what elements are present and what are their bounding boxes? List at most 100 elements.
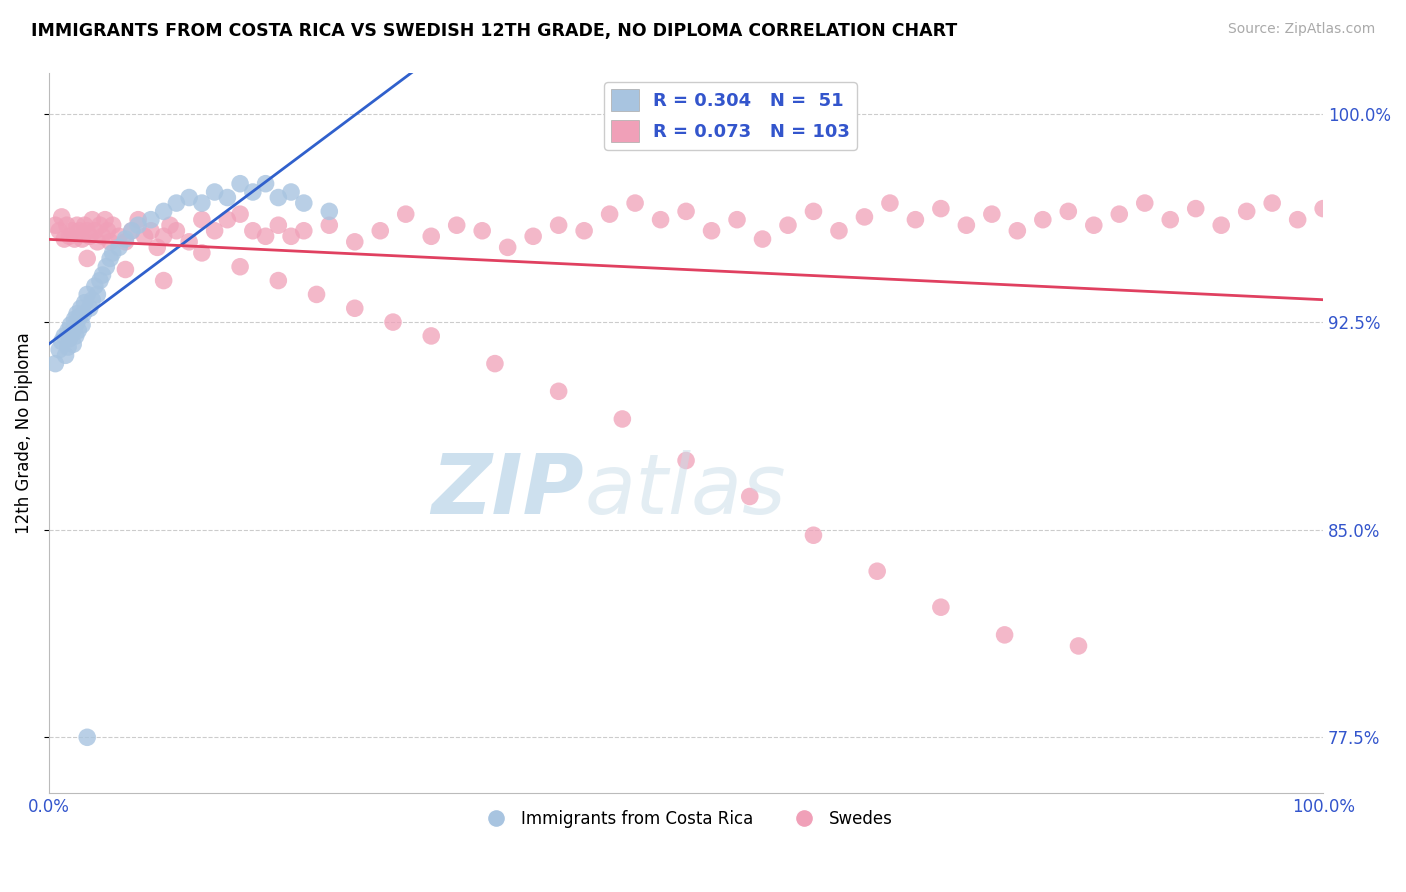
Y-axis label: 12th Grade, No Diploma: 12th Grade, No Diploma <box>15 332 32 533</box>
Point <box>751 232 773 246</box>
Point <box>70 232 93 246</box>
Point <box>725 212 748 227</box>
Point <box>572 224 595 238</box>
Point <box>98 252 121 266</box>
Point <box>675 204 697 219</box>
Point <box>217 190 239 204</box>
Point <box>1108 207 1130 221</box>
Point <box>522 229 544 244</box>
Point <box>446 218 468 232</box>
Point <box>904 212 927 227</box>
Point <box>91 229 114 244</box>
Point <box>114 235 136 249</box>
Point <box>179 235 201 249</box>
Point <box>305 287 328 301</box>
Text: atlas: atlas <box>583 450 786 531</box>
Point <box>929 202 952 216</box>
Point <box>94 212 117 227</box>
Point <box>70 318 93 332</box>
Point <box>89 218 111 232</box>
Point <box>91 268 114 282</box>
Point <box>484 357 506 371</box>
Point <box>229 177 252 191</box>
Point <box>254 177 277 191</box>
Point <box>267 218 290 232</box>
Point <box>97 224 120 238</box>
Point <box>69 301 91 316</box>
Point <box>1211 218 1233 232</box>
Point <box>58 229 80 244</box>
Point <box>134 229 156 244</box>
Point <box>152 274 174 288</box>
Point <box>44 357 66 371</box>
Point <box>139 224 162 238</box>
Point <box>318 204 340 219</box>
Point <box>242 224 264 238</box>
Point <box>69 224 91 238</box>
Point <box>1261 196 1284 211</box>
Point <box>776 218 799 232</box>
Point <box>980 207 1002 221</box>
Point <box>395 207 418 221</box>
Point <box>280 229 302 244</box>
Point <box>152 204 174 219</box>
Point <box>60 326 83 341</box>
Point <box>76 287 98 301</box>
Text: IMMIGRANTS FROM COSTA RICA VS SWEDISH 12TH GRADE, NO DIPLOMA CORRELATION CHART: IMMIGRANTS FROM COSTA RICA VS SWEDISH 12… <box>31 22 957 40</box>
Point <box>76 252 98 266</box>
Point <box>98 235 121 249</box>
Point <box>53 232 76 246</box>
Point <box>1057 204 1080 219</box>
Point <box>929 600 952 615</box>
Point <box>121 224 143 238</box>
Point <box>82 212 104 227</box>
Point <box>217 212 239 227</box>
Point <box>73 218 96 232</box>
Point <box>1083 218 1105 232</box>
Point <box>599 207 621 221</box>
Point <box>292 224 315 238</box>
Point <box>267 274 290 288</box>
Point <box>1133 196 1156 211</box>
Point <box>191 196 214 211</box>
Point <box>108 229 131 244</box>
Point <box>63 312 86 326</box>
Point <box>108 240 131 254</box>
Point <box>83 279 105 293</box>
Point <box>803 204 825 219</box>
Point <box>547 384 569 399</box>
Point <box>1067 639 1090 653</box>
Point <box>63 232 86 246</box>
Point <box>67 323 90 337</box>
Point <box>59 318 82 332</box>
Point <box>127 212 149 227</box>
Point <box>139 212 162 227</box>
Point <box>650 212 672 227</box>
Point <box>165 224 187 238</box>
Point <box>994 628 1017 642</box>
Point <box>73 295 96 310</box>
Point <box>146 240 169 254</box>
Point <box>280 185 302 199</box>
Point <box>48 343 70 357</box>
Point <box>547 218 569 232</box>
Point <box>624 196 647 211</box>
Point <box>1007 224 1029 238</box>
Point <box>471 224 494 238</box>
Point <box>368 224 391 238</box>
Point <box>204 185 226 199</box>
Point <box>114 262 136 277</box>
Point <box>79 301 101 316</box>
Point <box>96 260 118 274</box>
Legend: Immigrants from Costa Rica, Swedes: Immigrants from Costa Rica, Swedes <box>472 804 898 835</box>
Point <box>66 315 89 329</box>
Point <box>204 224 226 238</box>
Point <box>191 212 214 227</box>
Point <box>343 235 366 249</box>
Point <box>152 229 174 244</box>
Point <box>254 229 277 244</box>
Point <box>242 185 264 199</box>
Point <box>82 293 104 307</box>
Point <box>879 196 901 211</box>
Point <box>69 310 91 324</box>
